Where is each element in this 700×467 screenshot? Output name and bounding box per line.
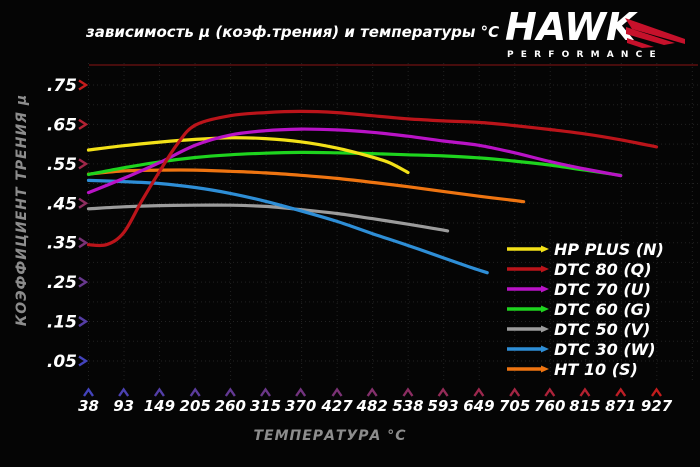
x-tick-label: 927 (641, 397, 673, 415)
curve-hp-plus-n (86, 136, 410, 175)
legend-item: DTC 60 (G) (507, 300, 651, 319)
x-tick-arrow-icon (473, 387, 485, 397)
y-tick-label: .25 (47, 273, 77, 293)
legend-label: DTC 60 (G) (554, 300, 651, 319)
x-tick-label: 149 (144, 397, 175, 415)
y-tick-label: .55 (47, 155, 77, 175)
y-tick-label: .35 (47, 234, 77, 254)
curve-ht-10-s (86, 168, 526, 204)
legend-item: DTC 50 (V) (507, 320, 650, 339)
hawk-logo-wordmark: HAWK (505, 5, 636, 49)
x-tick-arrow-icon (544, 387, 556, 397)
y-tick-label: .75 (47, 76, 77, 96)
legend-label: HP PLUS (N) (554, 240, 664, 259)
y-tick-label: .05 (47, 352, 77, 372)
legend-label: DTC 80 (Q) (554, 260, 652, 279)
curve-dtc-70-u (86, 127, 623, 195)
x-axis-title: ТЕМПЕРАТУРА °C (253, 428, 407, 444)
hawk-wing-icon (625, 18, 685, 48)
x-tick-arrow-icon (189, 387, 201, 397)
y-tick-label: .65 (47, 115, 77, 135)
legend-item: DTC 30 (W) (507, 340, 656, 359)
x-tick-label: 760 (534, 397, 565, 415)
y-tick-arrow-icon (78, 197, 89, 209)
hawk-logo-tagline: PERFORMANCE (507, 50, 663, 60)
x-tick-arrow-icon (259, 387, 271, 397)
y-tick-arrow-icon (78, 355, 89, 367)
x-tick-label: 593 (427, 397, 458, 415)
x-tick-arrow-icon (651, 387, 662, 397)
x-tick-label: 815 (569, 397, 600, 415)
x-tick-label: 370 (285, 397, 316, 415)
x-tick-label: 649 (463, 397, 494, 415)
y-axis-title: КОЭФФИЦИЕНТ ТРЕНИЯ µ (14, 93, 30, 327)
chart-title: зависимость µ (коэф.трения) и температур… (86, 23, 500, 41)
y-tick-arrow-icon (78, 118, 89, 130)
y-tick-arrow-icon (78, 237, 89, 249)
y-tick-arrow-icon (78, 316, 89, 328)
x-tick-arrow-icon (295, 387, 307, 397)
x-tick-arrow-icon (437, 387, 449, 397)
curve-dtc-30-w (86, 178, 489, 275)
curve-dtc-50-v (86, 203, 450, 233)
legend-swatch-arrow-icon (541, 365, 549, 373)
x-tick-arrow-icon (83, 387, 94, 397)
x-tick-arrow-icon (153, 387, 165, 397)
legend-item: DTC 80 (Q) (507, 260, 652, 279)
legend-swatch-arrow-icon (541, 305, 549, 313)
legend-swatch-arrow-icon (541, 265, 549, 273)
x-tick-label: 871 (605, 397, 636, 415)
x-tick-label: 538 (392, 397, 423, 415)
x-tick-arrow-icon (331, 387, 343, 397)
legend-item: HP PLUS (N) (507, 240, 664, 259)
legend-item: HT 10 (S) (507, 360, 638, 379)
x-tick-label: 38 (78, 397, 99, 415)
x-tick-arrow-icon (579, 387, 591, 397)
x-tick-label: 705 (499, 397, 530, 415)
legend-label: DTC 70 (U) (554, 280, 651, 299)
x-tick-arrow-icon (118, 387, 130, 397)
x-tick-arrow-icon (615, 387, 627, 397)
legend-swatch-arrow-icon (541, 325, 549, 333)
curve-dtc-80-q (86, 109, 659, 248)
legend-swatch-arrow-icon (541, 285, 549, 293)
x-tick-label: 260 (215, 397, 246, 415)
x-tick-arrow-icon (224, 387, 236, 397)
x-tick-label: 93 (113, 397, 134, 415)
legend-label: DTC 50 (V) (554, 320, 650, 339)
legend-item: DTC 70 (U) (507, 280, 651, 299)
x-tick-arrow-icon (509, 387, 521, 397)
legend-label: HT 10 (S) (554, 360, 638, 379)
x-tick-label: 482 (356, 397, 388, 415)
legend-swatch-arrow-icon (541, 345, 549, 353)
y-tick-label: .45 (47, 194, 77, 214)
y-tick-arrow-icon (78, 276, 89, 288)
x-tick-label: 315 (250, 397, 281, 415)
x-tick-arrow-icon (402, 387, 414, 397)
y-tick-label: .15 (47, 313, 77, 333)
x-tick-label: 427 (320, 397, 353, 415)
y-tick-arrow-icon (78, 79, 89, 91)
hawk-logo: HAWK PERFORMANCE (497, 5, 693, 62)
y-tick-arrow-icon (78, 158, 89, 170)
legend-swatch-arrow-icon (541, 245, 549, 253)
legend-label: DTC 30 (W) (554, 340, 656, 359)
x-tick-arrow-icon (366, 387, 378, 397)
x-tick-label: 205 (180, 397, 211, 415)
